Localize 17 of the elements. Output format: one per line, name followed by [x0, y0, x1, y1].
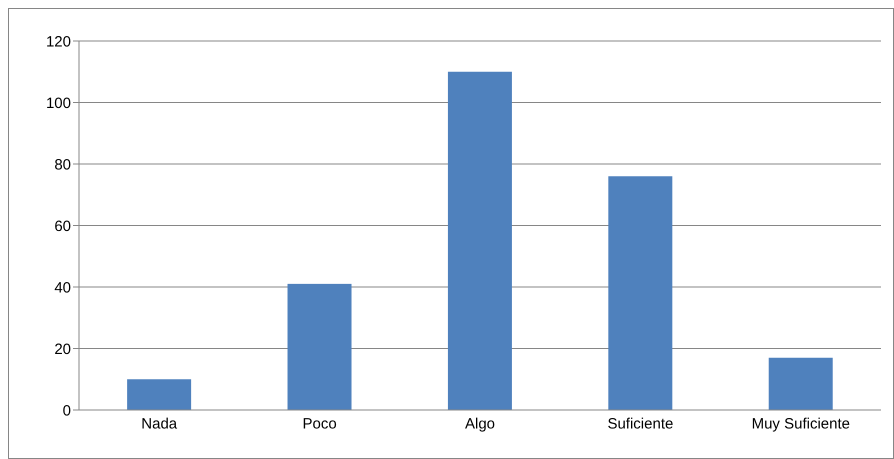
- x-tick-label: Algo: [464, 416, 496, 433]
- y-tick-label: 0: [62, 402, 71, 420]
- bar: [448, 72, 512, 410]
- x-tick-label: Suficiente: [607, 416, 674, 433]
- y-tick-label: 20: [54, 340, 71, 358]
- x-tick-label: Nada: [141, 416, 178, 433]
- y-tick-label: 120: [46, 33, 71, 50]
- bar: [127, 379, 192, 410]
- bar: [768, 358, 833, 410]
- y-tick-label: 60: [54, 218, 71, 235]
- bar: [608, 176, 672, 410]
- x-tick-label: Poco: [302, 416, 337, 433]
- y-tick-label: 100: [46, 94, 71, 112]
- y-tick-label: 80: [54, 156, 71, 174]
- bar: [288, 284, 352, 410]
- x-tick-label: Muy Suficiente: [752, 416, 850, 433]
- y-tick-label: 40: [54, 279, 71, 296]
